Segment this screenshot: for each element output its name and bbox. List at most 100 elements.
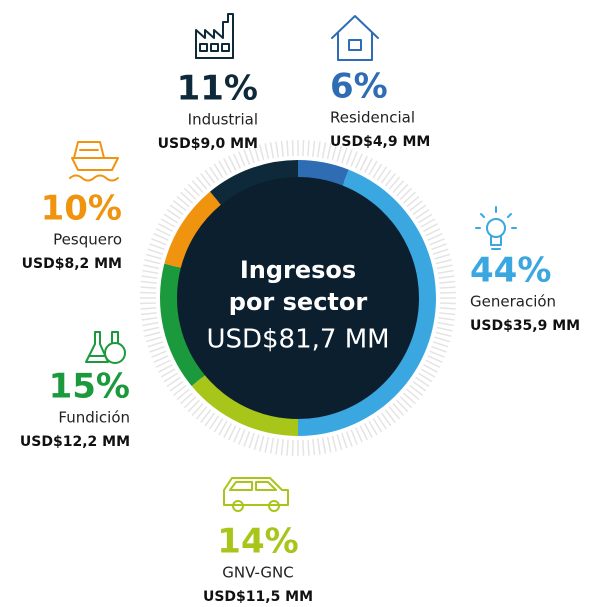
tick [223, 423, 232, 438]
tick [431, 345, 447, 353]
category-label: Generación [470, 293, 556, 311]
donut-segment [191, 375, 298, 436]
tick [209, 166, 220, 181]
tick [169, 204, 184, 216]
tick-ring [140, 140, 456, 456]
tick [331, 144, 337, 161]
tick [140, 312, 157, 316]
tick [307, 439, 310, 456]
donut-segment [210, 160, 298, 205]
tick [140, 280, 157, 284]
tick [153, 355, 169, 363]
tick [388, 406, 401, 420]
tick [399, 187, 413, 200]
category-label: GNV-GNC [222, 564, 294, 582]
tick [388, 176, 401, 190]
amount-label: USD$4,9 MM [330, 134, 430, 150]
tick [176, 195, 190, 208]
tick [420, 218, 436, 228]
tick [140, 286, 157, 289]
tick [253, 145, 260, 162]
tick [439, 286, 456, 289]
tick [415, 209, 430, 220]
tick [368, 160, 378, 176]
tick [243, 149, 251, 165]
tick [291, 439, 294, 456]
category-label: Pesquero [53, 231, 122, 249]
tick [372, 163, 383, 178]
tick [163, 372, 178, 383]
tick [153, 233, 169, 241]
tick [187, 183, 200, 197]
tick [439, 302, 456, 305]
amount-label: USD$35,9 MM [470, 318, 580, 334]
tick [269, 142, 275, 159]
value-label: 14% [217, 522, 298, 562]
tick [144, 331, 161, 337]
icon-pesquero [69, 141, 119, 182]
tick [403, 191, 416, 204]
tick [302, 140, 305, 157]
tick [238, 429, 246, 445]
tick [173, 384, 187, 396]
tick [180, 191, 193, 204]
tick [384, 173, 396, 187]
amount-label: USD$8,2 MM [22, 256, 122, 272]
tick [429, 238, 445, 246]
tick [345, 149, 353, 165]
tick [302, 439, 305, 456]
tick [412, 204, 427, 216]
tick [269, 437, 275, 454]
tick [418, 372, 433, 383]
tick [149, 243, 165, 251]
tick [233, 427, 241, 443]
title-line: Ingresos [240, 256, 356, 284]
value-label: 15% [49, 367, 130, 407]
tick [345, 431, 353, 447]
tick [233, 153, 241, 169]
tick [155, 228, 171, 237]
tick [228, 425, 237, 441]
tick [286, 439, 289, 456]
tick [195, 406, 208, 420]
tick [434, 336, 451, 343]
tick [439, 307, 456, 310]
tick [399, 396, 413, 409]
tick [341, 147, 348, 164]
tick [218, 160, 228, 176]
tick [368, 420, 378, 436]
tick [248, 147, 255, 164]
tick [418, 213, 433, 224]
tick [435, 331, 452, 337]
tick [275, 141, 279, 158]
tick [259, 144, 265, 161]
tick [223, 158, 232, 173]
tick [195, 176, 208, 190]
tick [403, 392, 416, 405]
icon-gnv [223, 477, 289, 512]
tick [166, 376, 181, 387]
tick [145, 336, 162, 343]
tick [438, 317, 455, 321]
icon-industrial [195, 13, 234, 59]
tick [160, 218, 176, 228]
tick [264, 436, 270, 453]
total-label: USD$81,7 MM [206, 325, 389, 355]
tick [169, 380, 184, 392]
tick [437, 269, 454, 275]
tick [149, 345, 165, 353]
value-label: 6% [330, 67, 388, 107]
tick [317, 438, 321, 455]
icon-residencial [331, 15, 379, 61]
tick [280, 439, 284, 456]
tick [437, 321, 454, 327]
tick [243, 431, 251, 447]
tick [376, 415, 387, 430]
tick [415, 376, 430, 387]
tick [147, 341, 164, 348]
icon-fundicion [85, 331, 126, 364]
tick [183, 396, 197, 409]
tick [259, 435, 265, 452]
tick [264, 143, 270, 160]
tick [331, 435, 337, 452]
